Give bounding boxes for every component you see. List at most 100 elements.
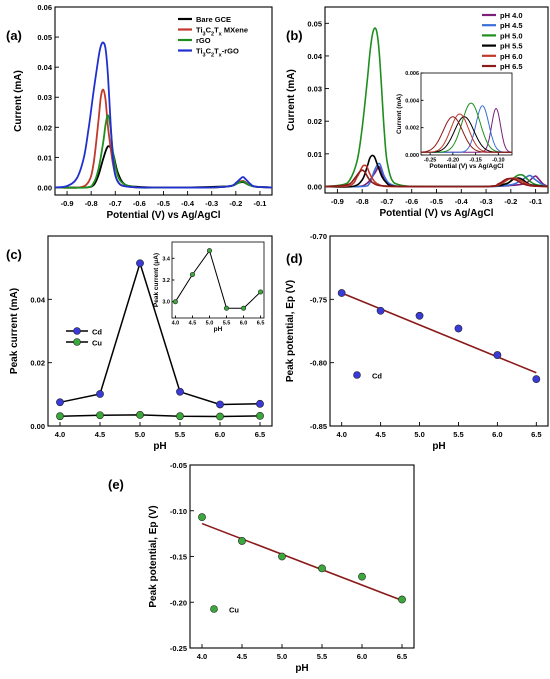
y-tick-label: 3.4 bbox=[162, 256, 171, 262]
inset-background bbox=[421, 73, 512, 155]
y-tick-label: -0.75 bbox=[310, 295, 327, 304]
x-tick-label: 5.0 bbox=[277, 652, 287, 661]
y-tick-label: 0.01 bbox=[37, 153, 52, 162]
y-tick-label: 0.03 bbox=[307, 85, 322, 94]
x-tick-label: -0.10 bbox=[492, 158, 505, 164]
y-tick-label: 0.05 bbox=[37, 33, 52, 42]
x-tick-label: -0.7 bbox=[109, 199, 122, 208]
series-marker-0 bbox=[136, 259, 144, 268]
series-marker-1 bbox=[56, 412, 64, 421]
y-tick-label: 0.06 bbox=[37, 3, 52, 12]
series-marker-0 bbox=[56, 398, 64, 407]
legend-text-part: C bbox=[206, 47, 212, 56]
x-tick-label: -0.5 bbox=[157, 199, 170, 208]
x-tick-label: 5.5 bbox=[317, 652, 327, 661]
panel-label-a: (a) bbox=[6, 28, 22, 43]
y-tick-label: 0.05 bbox=[307, 19, 322, 28]
panel-a-chart: -0.9 -0.8 -0.7 -0.6 -0.5 -0.4 -0.3 -0.2 -0.1 0.00… bbox=[13, 3, 273, 221]
fit-line bbox=[201, 522, 403, 602]
inset-series-marker bbox=[258, 289, 264, 295]
legend-label: pH 5.0 bbox=[500, 31, 523, 40]
x-tick-label: 4.0 bbox=[55, 430, 65, 439]
legend-label: Ti3C2Tx MXene bbox=[196, 26, 248, 38]
x-tick-label: -0.5 bbox=[430, 197, 443, 206]
legend-label: Cu bbox=[229, 606, 239, 615]
y-tick-label: -0.85 bbox=[310, 422, 327, 431]
series-marker-0 bbox=[376, 306, 385, 315]
y-tick-label: -0.80 bbox=[310, 359, 327, 368]
x-tick-label: 4.5 bbox=[237, 652, 247, 661]
x-tick-label: 6.0 bbox=[357, 652, 367, 661]
y-tick-label: 0.04 bbox=[307, 52, 322, 61]
legend-text-part: 3 bbox=[203, 53, 206, 59]
legend-label: pH 6.0 bbox=[500, 52, 523, 61]
inset-series-marker bbox=[189, 272, 195, 278]
x-tick-label: -0.6 bbox=[133, 199, 146, 208]
legend-text-part: C bbox=[206, 26, 212, 35]
series-marker-0 bbox=[358, 572, 366, 581]
series-marker-0 bbox=[278, 552, 286, 561]
series-marker-1 bbox=[176, 412, 184, 421]
x-tick-label: -0.6 bbox=[405, 197, 418, 206]
series-marker-0 bbox=[238, 537, 246, 545]
x-tick-label: 6.5 bbox=[531, 430, 541, 439]
x-tick-label: 6.0 bbox=[215, 430, 225, 439]
series-marker-1 bbox=[96, 411, 104, 420]
x-tick-label: 6.5 bbox=[397, 652, 407, 661]
legend-label: Cu bbox=[92, 339, 102, 348]
legend-text-part: 2 bbox=[211, 53, 214, 59]
series-marker-1 bbox=[216, 412, 224, 421]
legend-text-part: x bbox=[219, 53, 223, 59]
series-marker-0 bbox=[493, 351, 502, 359]
series-line-2 bbox=[324, 27, 549, 188]
series-marker-0 bbox=[96, 390, 104, 398]
inset-series-marker bbox=[172, 299, 178, 305]
x-tick-label: -0.20 bbox=[447, 158, 460, 164]
legend-text-part: MXene bbox=[222, 26, 248, 35]
panel-label-c: (c) bbox=[6, 247, 22, 262]
legend-text-part: Ti bbox=[196, 47, 203, 56]
y-tick-label: -0.15 bbox=[170, 553, 187, 562]
legend-label: pH 4.0 bbox=[500, 11, 523, 20]
y-tick-label: -0.70 bbox=[310, 232, 327, 241]
x-tick-label: -0.25 bbox=[424, 158, 437, 164]
series-marker-0 bbox=[532, 375, 541, 384]
x-tick-label: 4.0 bbox=[336, 430, 346, 439]
y-axis-title: Peak current (μA) bbox=[153, 253, 160, 307]
x-tick-label: -0.9 bbox=[331, 197, 344, 206]
legend-label: pH 6.5 bbox=[500, 62, 523, 71]
legend-text-part: x bbox=[219, 32, 223, 38]
legend-marker bbox=[73, 338, 81, 346]
legend-label: Cd bbox=[372, 372, 382, 381]
legend-marker bbox=[73, 327, 81, 335]
y-tick-label: -0.10 bbox=[170, 507, 187, 516]
legend-label: Ti3C2Tx-rGO bbox=[196, 47, 239, 59]
inset-series-marker bbox=[241, 305, 247, 311]
x-tick-label: 6.0 bbox=[492, 430, 502, 439]
y-tick-label: -0.05 bbox=[170, 461, 187, 470]
x-tick-label: -0.2 bbox=[229, 199, 242, 208]
x-axis-title: pH bbox=[153, 441, 166, 452]
legend-text-part: -rGO bbox=[222, 47, 239, 56]
y-tick-label: 0.02 bbox=[37, 123, 52, 132]
x-axis-title: pH bbox=[214, 326, 223, 333]
x-tick-label: 5.0 bbox=[135, 430, 145, 439]
series-marker-0 bbox=[198, 513, 206, 522]
legend-label: Cd bbox=[92, 328, 102, 337]
x-tick-label: 6.5 bbox=[257, 321, 265, 327]
inset-series-marker bbox=[224, 305, 230, 311]
x-tick-label: -0.2 bbox=[504, 197, 517, 206]
x-axis-title: Potential (V) vs Ag/AgCl bbox=[106, 210, 220, 221]
series-line-1 bbox=[59, 414, 261, 418]
x-tick-label: 5.5 bbox=[223, 321, 231, 327]
x-tick-label: -0.7 bbox=[380, 197, 393, 206]
x-tick-label: 6.0 bbox=[240, 321, 248, 327]
x-tick-label: 5.5 bbox=[175, 430, 185, 439]
series-marker-0 bbox=[216, 400, 224, 409]
x-tick-label: 4.5 bbox=[375, 430, 385, 439]
plot-frame bbox=[420, 72, 513, 156]
y-tick-label: 3.0 bbox=[162, 300, 170, 306]
series-marker-0 bbox=[318, 564, 326, 573]
x-tick-label: 4.0 bbox=[172, 321, 180, 327]
y-tick-label: 0.04 bbox=[30, 295, 45, 304]
